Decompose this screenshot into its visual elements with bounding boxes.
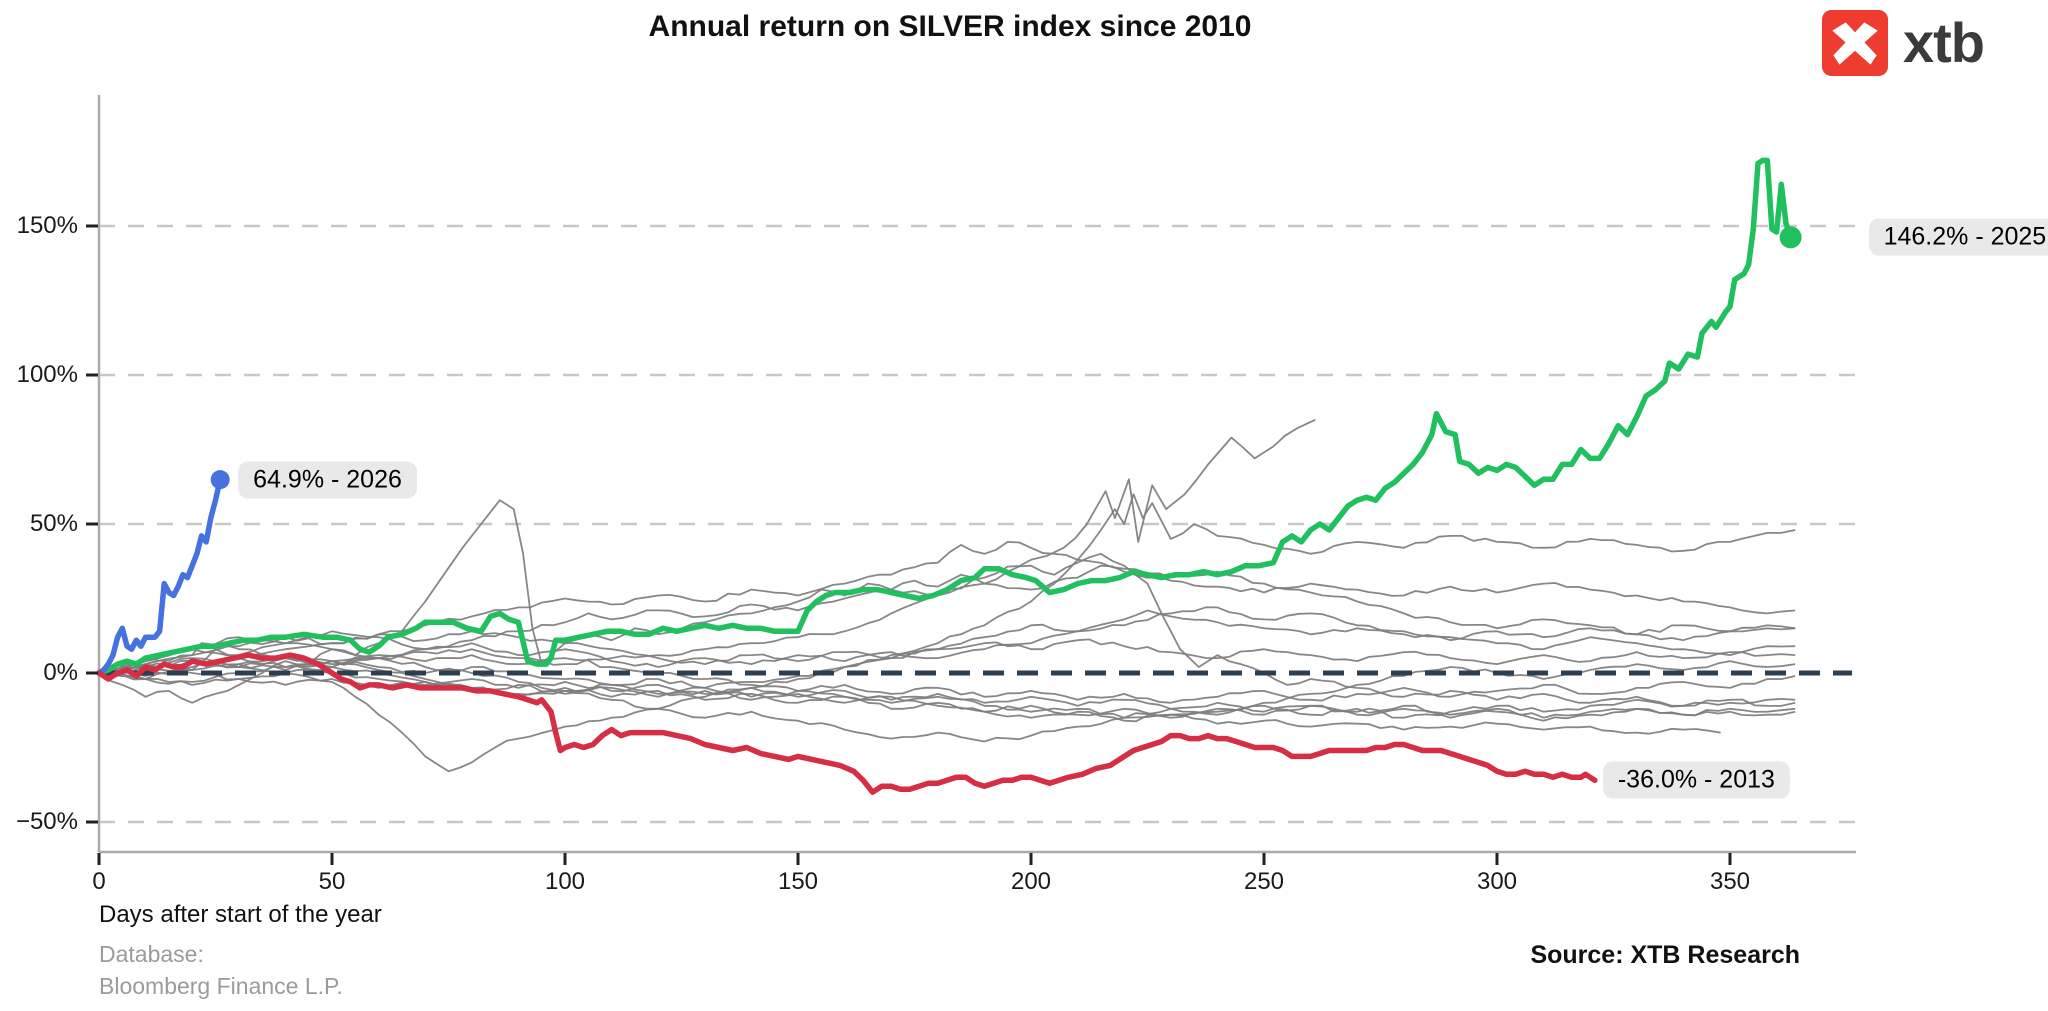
series-line-2026: [96, 476, 223, 676]
series-line-2010: [98, 418, 1316, 683]
xtb-logo-x-mark-icon: [1822, 10, 1888, 76]
x-tick-label-50: 50: [318, 868, 346, 895]
xtb-logo-text: xtb: [1903, 11, 1985, 74]
database-note-line2: Bloomberg Finance L.P.: [99, 973, 343, 999]
x-axis-title: Days after start of the year: [99, 901, 382, 928]
y-tick-label-0: 0%: [43, 659, 78, 686]
database-note-line1: Database:: [99, 941, 204, 967]
y-tick-label-150: 150%: [16, 212, 78, 239]
database-note: Database: Bloomberg Finance L.P.: [99, 938, 343, 1002]
annotation-2013: -36.0% - 2013: [1602, 761, 1790, 799]
series-line-2021: [98, 648, 1796, 722]
annotation-2026: 64.9% - 2026: [238, 461, 417, 499]
series-line-2024: [98, 564, 1796, 686]
series-line-2012: [98, 606, 1796, 674]
series-line-2013: [96, 652, 1598, 795]
y-tick-label-100: 100%: [16, 361, 78, 388]
series-line-2023: [98, 654, 1796, 704]
x-tick-label-150: 150: [777, 868, 819, 895]
x-tick-label-300: 300: [1476, 868, 1518, 895]
end-dot-2025: [1779, 226, 1802, 249]
x-tick-label-100: 100: [544, 868, 586, 895]
x-tick-label-200: 200: [1010, 868, 1052, 895]
y-tick-label--50: −50%: [15, 808, 78, 835]
annotation-2025: 146.2% - 2025: [1868, 218, 2048, 256]
xtb-logo: xtb: [1822, 10, 1985, 76]
page-title: Annual return on SILVER index since 2010: [648, 10, 1252, 43]
x-tick-label-250: 250: [1243, 868, 1285, 895]
series-line-2017: [98, 630, 1796, 674]
series-line-2011: [98, 499, 1796, 707]
y-tick-label-50: 50%: [29, 510, 78, 537]
x-tick-label-0: 0: [92, 868, 106, 895]
end-dot-2026: [210, 470, 230, 490]
series-line-2020: [98, 493, 1796, 773]
source-note: Source: XTB Research: [1530, 941, 1800, 969]
series-line-2025: [96, 157, 1794, 676]
series-line-2019: [98, 609, 1796, 689]
x-tick-label-350: 350: [1709, 868, 1751, 895]
